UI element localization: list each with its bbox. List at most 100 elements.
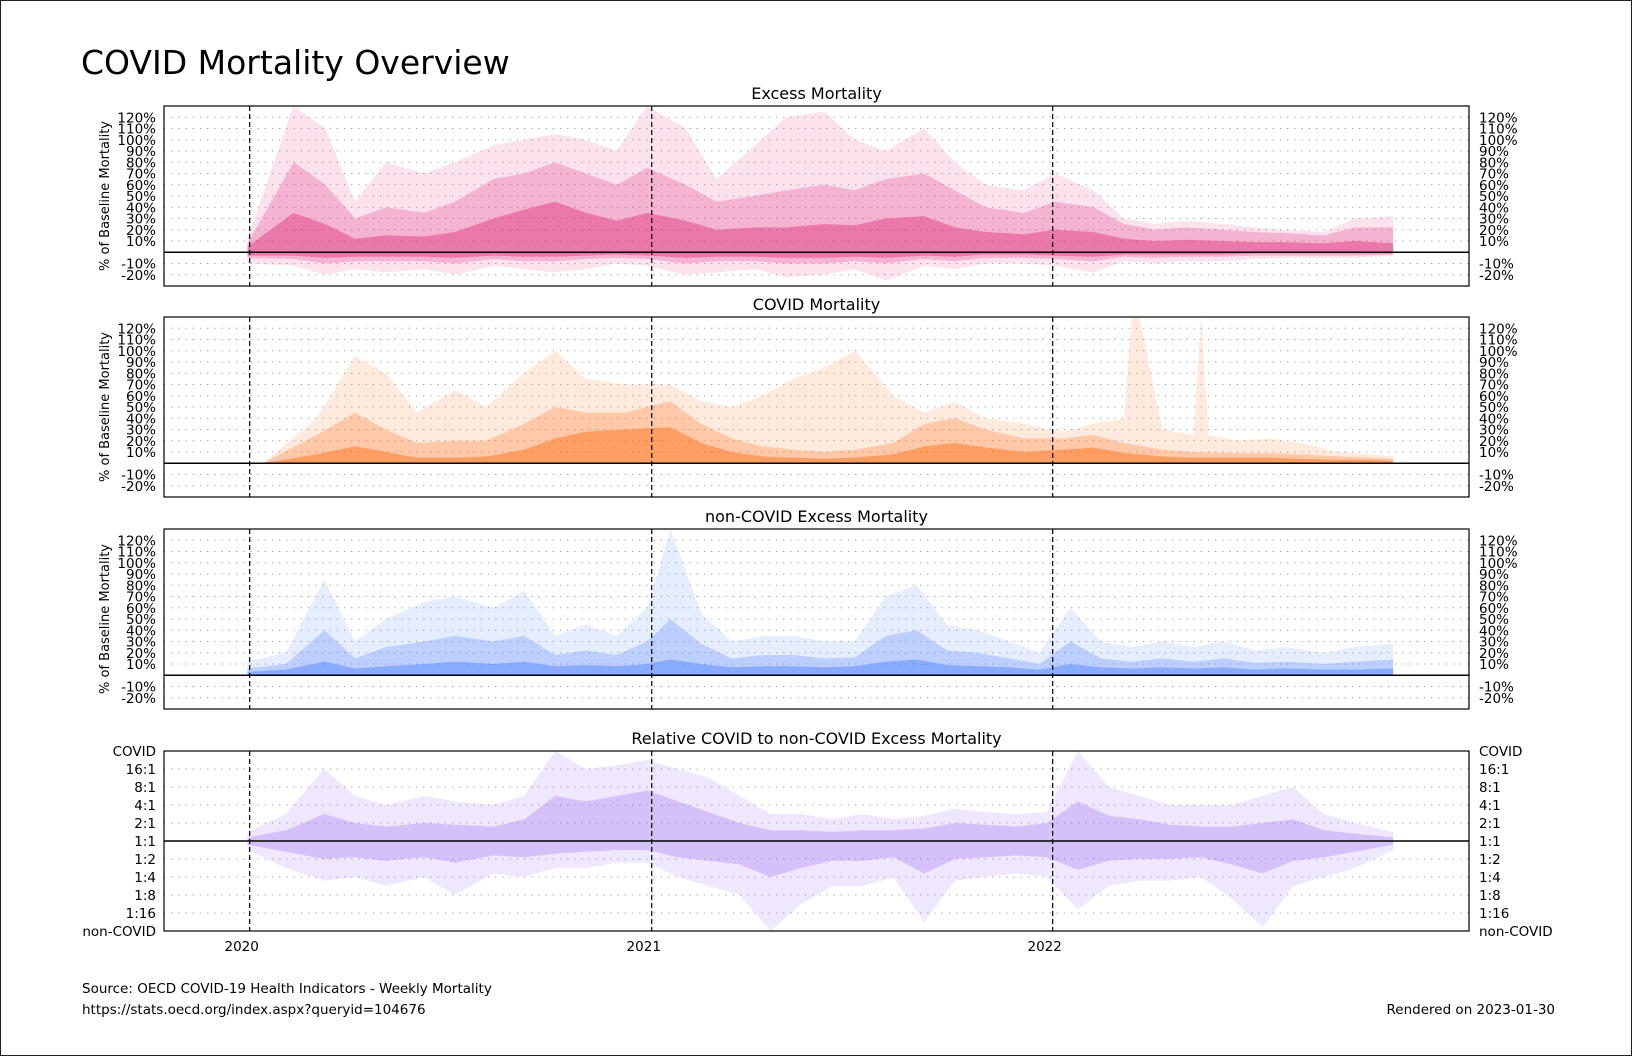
excess-y-tick-label-left: 80%: [126, 155, 156, 171]
noncovid-y-tick-label-right: 20%: [1479, 646, 1509, 662]
excess-y-tick-label-right: 60%: [1479, 178, 1509, 194]
relative-y-tick-label-right: non-COVID: [1479, 924, 1553, 940]
excess-y-tick-label-right: 70%: [1479, 167, 1509, 183]
noncovid-y-tick-label-left: 90%: [126, 567, 156, 583]
noncovid-y-tick-label-left: -10%: [121, 680, 156, 696]
covid-y-tick-label-right: 110%: [1479, 333, 1518, 349]
covid-y-tick-label-right: -10%: [1479, 468, 1514, 484]
excess-y-tick-label-left: 110%: [117, 122, 156, 138]
covid-y-tick-label-right: 120%: [1479, 321, 1518, 337]
covid-y-tick-label-left: 110%: [117, 333, 156, 349]
excess-y-tick-label-right: 10%: [1479, 234, 1509, 250]
noncovid-y-tick-label-right: -10%: [1479, 680, 1514, 696]
noncovid-y-tick-label-right: 70%: [1479, 590, 1509, 606]
covid-y-tick-label-right: 10%: [1479, 445, 1509, 461]
covid-y-tick-label-right: -20%: [1479, 479, 1514, 495]
page-title: COVID Mortality Overview: [81, 43, 510, 82]
covid-mortality-panel: COVID Mortality-20% -20%-10% -10%10% 10%20%…: [98, 295, 1518, 498]
excess-y-tick-label-left: -10%: [121, 257, 156, 273]
excess-area-band-1: [247, 106, 1394, 281]
covid-y-tick-label-left: 100%: [117, 344, 156, 360]
noncovid-y-tick-label-right: 40%: [1479, 623, 1509, 639]
noncovid-y-tick-label-left: 70%: [126, 590, 156, 606]
excess-y-tick-label-left: 60%: [126, 178, 156, 194]
relative-y-tick-label-left: 2:1: [134, 816, 156, 832]
source-text: Source: OECD COVID-19 Health Indicators …: [82, 981, 492, 997]
covid-y-tick-label-right: 50%: [1479, 400, 1509, 416]
relative-y-tick-label-left: COVID: [113, 744, 156, 760]
covid-y-tick-label-left: -10%: [121, 468, 156, 484]
excess-y-tick-label-right: 80%: [1479, 155, 1509, 171]
relative-y-tick-label-left: 1:2: [134, 852, 156, 868]
covid-y-tick-label-left: 60%: [126, 389, 156, 405]
covid-area-band-1: [262, 317, 1394, 464]
covid-y-tick-label-right: 100%: [1479, 344, 1518, 360]
noncovid-y-tick-label-left: 40%: [126, 623, 156, 639]
covid-y-tick-label-left: 80%: [126, 366, 156, 382]
noncovid-y-tick-label-right: 30%: [1479, 635, 1509, 651]
excess-y-tick-label-right: 90%: [1479, 144, 1509, 160]
covid-y-tick-label-left: 30%: [126, 423, 156, 439]
relative-y-tick-label-right: 16:1: [1479, 762, 1509, 778]
covid-y-tick-label-left: 70%: [126, 378, 156, 394]
noncovid-chart-title: non-COVID Excess Mortality: [705, 507, 928, 526]
noncovid-y-tick-label-right: 120%: [1479, 533, 1518, 549]
noncovid-y-tick-label-left: 110%: [117, 545, 156, 561]
relative-area-band-2: [247, 790, 1394, 877]
noncovid-y-tick-label-left: 100%: [117, 556, 156, 572]
covid-y-tick-label-right: 80%: [1479, 366, 1509, 382]
noncovid-area-band-2: [247, 619, 1394, 676]
relative-y-tick-label-left: non-COVID: [82, 924, 156, 940]
covid-y-tick-label-left: 50%: [126, 400, 156, 416]
relative-y-tick-label-left: 8:1: [134, 780, 156, 796]
covid-plot-frame: [163, 316, 1470, 498]
excess-y-tick-label-left: 40%: [126, 200, 156, 216]
noncovid-y-tick-label-left: 60%: [126, 601, 156, 617]
noncovid-y-tick-label-right: 10%: [1479, 657, 1509, 673]
relative-y-tick-label-right: 1:16: [1479, 906, 1509, 922]
source-url[interactable]: https://stats.oecd.org/index.aspx?queryi…: [82, 1002, 426, 1018]
relative-y-tick-label-left: 1:4: [134, 870, 156, 886]
covid-y-tick-label-left: 20%: [126, 434, 156, 450]
noncovid-y-tick-label-right: 60%: [1479, 601, 1509, 617]
excess-chart-title: Excess Mortality: [751, 84, 882, 103]
noncovid-y-tick-label-left: 120%: [117, 533, 156, 549]
covid-chart-title: COVID Mortality: [753, 295, 880, 314]
noncovid-area-band-1: [247, 529, 1394, 676]
relative-y-tick-label-left: 1:16: [126, 906, 156, 922]
covid-y-tick-label-right: 70%: [1479, 378, 1509, 394]
excess-y-tick-label-right: -10%: [1479, 257, 1514, 273]
noncovid-y-tick-label-right: 80%: [1479, 578, 1509, 594]
excess-y-tick-label-right: -20%: [1479, 268, 1514, 284]
covid-y-tick-label-left: 120%: [117, 321, 156, 337]
relative-y-tick-label-left: 4:1: [134, 798, 156, 814]
excess-y-tick-label-left: 90%: [126, 144, 156, 160]
covid-y-tick-label-right: 30%: [1479, 423, 1509, 439]
noncovid-y-tick-label-left: 20%: [126, 646, 156, 662]
relative-y-tick-label-left: 16:1: [126, 762, 156, 778]
relative-y-tick-label-right: 1:2: [1479, 852, 1501, 868]
relative-y-tick-label-right: 1:4: [1479, 870, 1501, 886]
excess-mortality-panel: Excess Mortality-20% -20%-10% -10%10% 10%20…: [98, 84, 1518, 287]
noncovid-y-tick-label-right: 90%: [1479, 567, 1509, 583]
excess-y-tick-label-right: 100%: [1479, 133, 1518, 149]
covid-y-tick-label-left: 90%: [126, 355, 156, 371]
covid-area-band-3: [262, 427, 1394, 464]
covid-y-axis-label: % of Baseline Mortality: [98, 332, 113, 482]
relative-y-tick-label-right: 8:1: [1479, 780, 1501, 796]
covid-y-tick-label-left: -20%: [121, 479, 156, 495]
relative-y-tick-label-right: COVID: [1479, 744, 1522, 760]
noncovid-y-tick-label-left: 10%: [126, 657, 156, 673]
covid-y-tick-label-right: 40%: [1479, 411, 1509, 427]
relative-chart-title: Relative COVID to non-COVID Excess Morta…: [631, 729, 1001, 748]
noncovid-y-tick-label-left: 80%: [126, 578, 156, 594]
excess-y-tick-label-right: 40%: [1479, 200, 1509, 216]
noncovid-y-tick-label-right: 50%: [1479, 612, 1509, 628]
noncovid-y-tick-label-right: -20%: [1479, 691, 1514, 707]
relative-y-tick-label-left: 1:8: [134, 888, 156, 904]
covid-y-tick-label-right: 90%: [1479, 355, 1509, 371]
covid-area-band-2: [262, 401, 1394, 464]
noncovid-y-tick-label-right: 100%: [1479, 556, 1518, 572]
excess-y-axis-label: % of Baseline Mortality: [98, 121, 113, 271]
